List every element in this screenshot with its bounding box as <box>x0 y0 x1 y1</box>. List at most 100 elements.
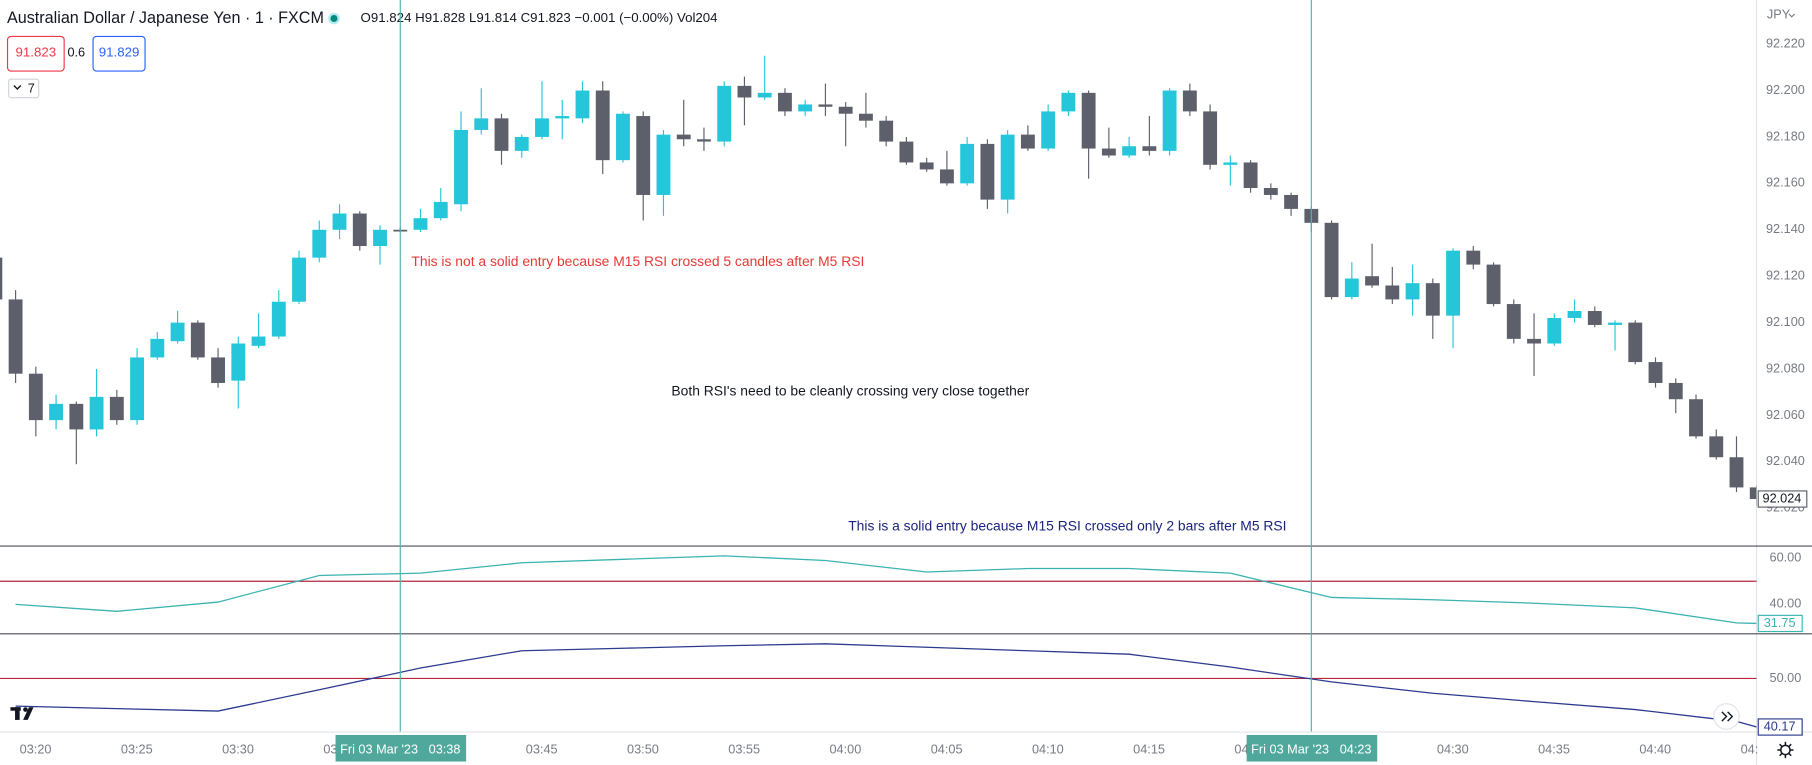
logo-part <box>15 707 20 720</box>
candle-body <box>899 141 914 163</box>
candle-body <box>373 229 387 247</box>
annotation: This is not a solid entry because M15 RS… <box>411 253 864 269</box>
annotation: This is a solid entry because M15 RSI cr… <box>848 518 1286 534</box>
candle-body <box>1425 283 1440 316</box>
candle-body <box>1162 90 1177 151</box>
last-price-box <box>1757 490 1808 508</box>
settings-button[interactable] <box>1777 741 1794 759</box>
plot-area <box>0 55 1757 728</box>
indicators-toggle[interactable] <box>8 78 40 99</box>
candle-body <box>960 143 975 184</box>
candle-body <box>292 257 306 302</box>
candle-body <box>1041 111 1056 149</box>
candle-body <box>616 113 630 161</box>
date-badge-label: Fri 03 Mar '23 03:38 <box>340 741 460 756</box>
x-tick-label: 04:30 <box>1437 741 1469 756</box>
currency-label: JPY <box>1767 6 1791 21</box>
x-tick-label: 04 <box>1234 741 1248 756</box>
candle-body <box>757 92 772 98</box>
y-tick-label: 60.00 <box>1770 550 1802 565</box>
x-tick-label: 04:40 <box>1639 741 1671 756</box>
y-tick-label: 92.140 <box>1766 221 1805 236</box>
candle-body <box>798 104 813 112</box>
y-tick-label: 92.120 <box>1766 268 1805 283</box>
y-tick-label: 40.00 <box>1770 596 1802 611</box>
candle-body <box>1628 322 1643 363</box>
x-tick-label: 03:20 <box>20 741 52 756</box>
y-tick-label: 50.00 <box>1770 670 1802 685</box>
x-tick-label: 03:25 <box>121 741 153 756</box>
candle-body <box>1385 285 1400 300</box>
currency-chevron <box>1788 13 1796 18</box>
x-tick-label: 04:00 <box>830 741 862 756</box>
candle-body <box>656 134 671 195</box>
candle-body <box>130 357 145 421</box>
candle-body <box>1547 317 1562 344</box>
candle-body <box>413 218 428 230</box>
x-tick-label: 04:15 <box>1133 741 1165 756</box>
candle-body <box>1101 148 1116 156</box>
candle-body <box>1365 276 1380 286</box>
candle-body <box>595 90 610 161</box>
candle-body <box>555 116 570 119</box>
candle-body <box>8 299 23 374</box>
buy-price: 91.829 <box>99 45 140 60</box>
logo-part <box>23 707 34 720</box>
candle-body <box>636 116 651 195</box>
candle-body <box>1122 146 1137 156</box>
date-badge <box>335 734 467 762</box>
candle-body <box>1284 194 1299 209</box>
candle-body <box>1648 362 1663 383</box>
candle-body <box>939 169 954 184</box>
candle-body <box>494 118 509 151</box>
candle-body <box>1466 250 1481 265</box>
tv-logo <box>10 707 34 720</box>
candle-body <box>190 322 205 358</box>
ohlc-legend: O91.824 H91.828 L91.814 C91.823 −0.001 (… <box>361 10 718 25</box>
date-badge <box>1246 734 1378 762</box>
y-tick-label: 92.040 <box>1766 453 1805 468</box>
candle-body <box>818 104 833 107</box>
candle-body <box>737 85 752 98</box>
candle-body <box>1243 162 1258 189</box>
sell-price: 91.823 <box>16 45 57 60</box>
candle-body <box>838 106 853 114</box>
buy-button[interactable] <box>92 35 146 72</box>
sell-button[interactable] <box>6 35 65 72</box>
candle-body <box>28 373 43 421</box>
candle-body <box>109 396 124 421</box>
last-value-box <box>1757 614 1803 633</box>
x-tick-label: 04:35 <box>1538 741 1570 756</box>
candle-body <box>1223 162 1238 165</box>
x-tick-label: 03:55 <box>728 741 760 756</box>
candle-body <box>1182 90 1197 112</box>
candle-body <box>170 322 185 342</box>
x-tick-label: 04: <box>1741 741 1759 756</box>
y-tick-label: 92.100 <box>1766 314 1805 329</box>
x-tick-label: 04:05 <box>931 741 963 756</box>
y-tick-label: 92.060 <box>1766 407 1805 422</box>
candle-body <box>1729 457 1744 488</box>
candle-body <box>1689 399 1703 437</box>
candle-body <box>474 118 489 130</box>
candle-body <box>514 136 529 151</box>
y-tick-label: 92.220 <box>1766 35 1805 50</box>
x-tick-label: 03 <box>323 741 337 756</box>
last-value-label: 31.75 <box>1764 615 1796 630</box>
candle-body <box>1020 134 1035 149</box>
last-price-label: 92.024 <box>1763 490 1802 505</box>
candle-body <box>312 229 327 258</box>
x-tick-label: 03:50 <box>627 741 659 756</box>
candle-body <box>211 357 225 383</box>
x-tick-label: 03:45 <box>526 741 558 756</box>
candle-body <box>1486 264 1501 305</box>
candle-body <box>1405 283 1420 300</box>
y-tick-label: 92.200 <box>1766 82 1805 97</box>
candle-body <box>0 257 3 300</box>
candle-body <box>433 201 448 219</box>
candle-body <box>251 336 266 346</box>
candle-body <box>697 139 711 142</box>
